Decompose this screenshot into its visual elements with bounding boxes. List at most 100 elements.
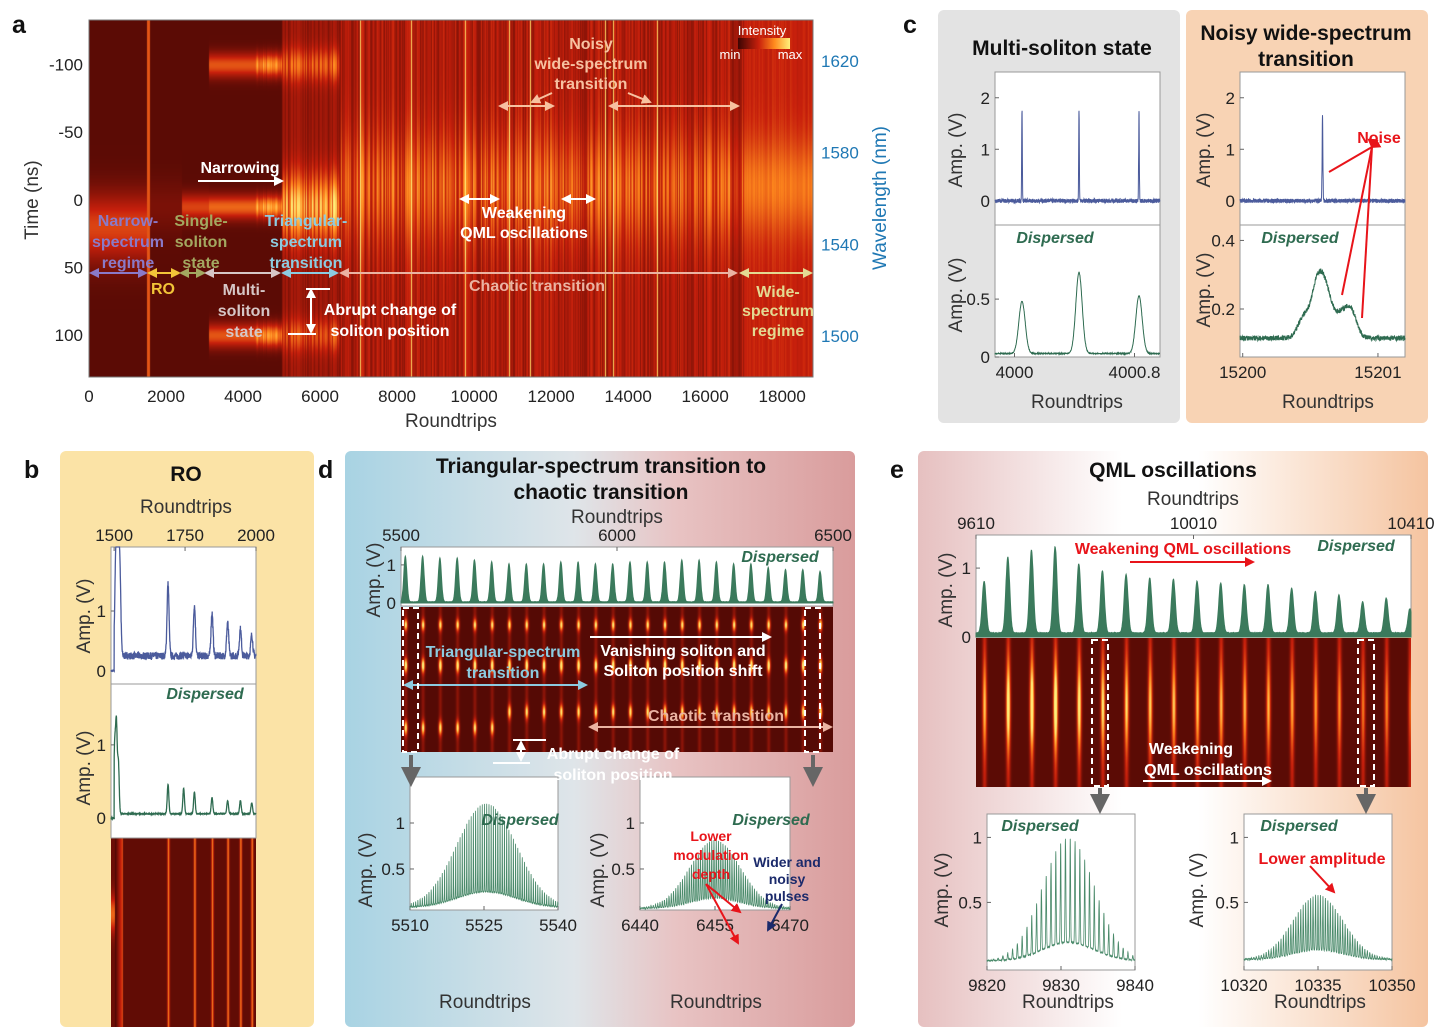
d_top-series <box>400 554 834 604</box>
d-annotation-vanishing-0: Vanishing soliton and <box>600 643 765 660</box>
y-tick-label: 100 <box>55 326 83 345</box>
annotation-narrowing: Narrowing <box>200 160 279 177</box>
e_right-plot-area <box>1243 813 1393 971</box>
e-right-ylabel: Amp. (V) <box>1187 853 1208 928</box>
x-tick-label: 10000 <box>450 387 497 406</box>
c-right-disp-ylabel: Amp. (V) <box>1194 253 1215 328</box>
d-annotations: Triangular-spectrum transition Vanishing… <box>426 643 821 904</box>
annotation-ro: RO <box>151 281 175 298</box>
panel-label-e: e <box>890 456 904 484</box>
y-tick-label: -50 <box>58 123 83 142</box>
y-tick-label: 2 <box>981 89 990 108</box>
a-arrows <box>89 92 813 335</box>
d-annotation-triangular-0: Triangular-spectrum <box>426 644 581 661</box>
annotation-weakening-0: Weakening <box>482 205 566 222</box>
d-annotation-wider-1: noisy <box>769 871 806 887</box>
y-tick-label: 0.5 <box>958 893 982 912</box>
annotation-triangular-2: transition <box>270 255 343 272</box>
x-tick-label: 6440 <box>621 916 659 935</box>
x-tick-label: 2000 <box>237 526 275 545</box>
panel-label-b: b <box>24 456 39 484</box>
e-annotation-weakening-1: QML oscillations <box>1144 762 1272 779</box>
annotation-chaotic: Chaotic transition <box>469 278 605 295</box>
y-tick-label: 1 <box>97 602 106 621</box>
x-tick-label: 10335 <box>1294 976 1341 995</box>
y-tick-label: 0 <box>387 594 396 613</box>
a-xlabel: Roundtrips <box>405 411 497 432</box>
x-tick-label: 10010 <box>1170 514 1217 533</box>
annotation-abrupt-1: soliton position <box>330 323 449 340</box>
c-right-dispersed-label: Dispersed <box>1261 230 1340 247</box>
e-top-dispersed-label: Dispersed <box>1317 538 1396 555</box>
x-tick-label: 10320 <box>1220 976 1267 995</box>
x-tick-label: 6500 <box>814 526 852 545</box>
x-tick-label: 4000.8 <box>1109 363 1161 382</box>
e-top-ylabel: Amp. (V) <box>936 553 957 628</box>
b_time-plot-area <box>110 546 257 685</box>
d-top-dispersed-label: Dispersed <box>741 549 820 566</box>
d-annotation-wider-0: Wider and <box>753 854 821 870</box>
y-tick-label: 1 <box>981 140 990 159</box>
b-time-ylabel: Amp. (V) <box>74 579 95 654</box>
e-annotation-weakening-top: Weakening QML oscillations <box>1075 541 1291 558</box>
annotation-multi-0: Multi- <box>223 282 266 299</box>
y-tick-label: 1 <box>626 814 635 833</box>
e_top-series <box>975 546 1412 638</box>
annotation-narrow-2: regime <box>102 255 155 272</box>
y-tick-label: 0.5 <box>1215 893 1239 912</box>
x-tick-label: 6000 <box>598 526 636 545</box>
annotation-wide-0: Wide- <box>756 284 799 301</box>
b-dispersed-label: Dispersed <box>166 686 245 703</box>
c_noisy_dispersed-series <box>1239 268 1406 343</box>
annotation-single-1: soliton <box>175 234 227 251</box>
d-right-xlabel: Roundtrips <box>670 992 762 1013</box>
c-left-disp-ylabel: Amp. (V) <box>946 258 967 333</box>
d-title-1: chaotic transition <box>513 481 688 504</box>
y-tick-label: 0 <box>74 191 83 210</box>
c-left-title: Multi-soliton state <box>972 37 1152 60</box>
e-title: QML oscillations <box>1089 459 1257 482</box>
annotation-triangular-1: spectrum <box>270 234 342 251</box>
y-tick-label: 0 <box>962 628 971 647</box>
b_dispersed-series <box>110 715 257 821</box>
y-tick-label: 2 <box>1226 89 1235 108</box>
c-noise-arrows <box>1328 138 1382 319</box>
x-tick-label: 0 <box>84 387 93 406</box>
e-top-xlabel: Roundtrips <box>1147 489 1239 510</box>
y2-tick-label: 1620 <box>821 52 859 71</box>
x-tick-label: 1750 <box>166 526 204 545</box>
y-tick-label: 1 <box>962 559 971 578</box>
y-tick-label: 0 <box>97 809 106 828</box>
x-tick-label: 15200 <box>1219 363 1266 382</box>
e-right-xlabel: Roundtrips <box>1274 992 1366 1013</box>
y-tick-label: 1 <box>973 828 982 847</box>
c-right-title-1: transition <box>1258 48 1354 71</box>
d-left-ylabel: Amp. (V) <box>356 833 377 908</box>
c-left-time-ylabel: Amp. (V) <box>946 113 967 188</box>
annotation-noisy-1: wide-spectrum <box>534 56 648 73</box>
annotation-narrow-0: Narrow- <box>98 213 158 230</box>
a-plot-frame <box>88 19 814 378</box>
y-tick-label: 1 <box>1230 828 1239 847</box>
annotation-noisy-2: transition <box>555 76 628 93</box>
x-tick-label: 2000 <box>147 387 185 406</box>
annotation-wide-1: spectrum <box>742 303 814 320</box>
d-top-ylabel: Amp. (V) <box>364 543 385 618</box>
c_multi_time-series <box>994 110 1161 205</box>
d-annotation-abrupt-1: soliton position <box>553 767 672 784</box>
x-tick-label: 9820 <box>968 976 1006 995</box>
x-tick-label: 9610 <box>957 514 995 533</box>
colorbar-max: max <box>778 47 803 62</box>
x-tick-label: 1500 <box>95 526 133 545</box>
x-tick-label: 4000 <box>996 363 1034 382</box>
d-annotation-lower-1: modulation <box>673 847 748 863</box>
y2-tick-label: 1500 <box>821 327 859 346</box>
y-tick-label: 1 <box>387 556 396 575</box>
a-ylabel: Time (ns) <box>22 160 43 240</box>
annotation-triangular-0: Triangular- <box>265 213 348 230</box>
annotation-weakening-1: QML oscillations <box>460 225 588 242</box>
y-tick-label: 0 <box>1226 192 1235 211</box>
annotation-multi-2: state <box>225 324 262 341</box>
